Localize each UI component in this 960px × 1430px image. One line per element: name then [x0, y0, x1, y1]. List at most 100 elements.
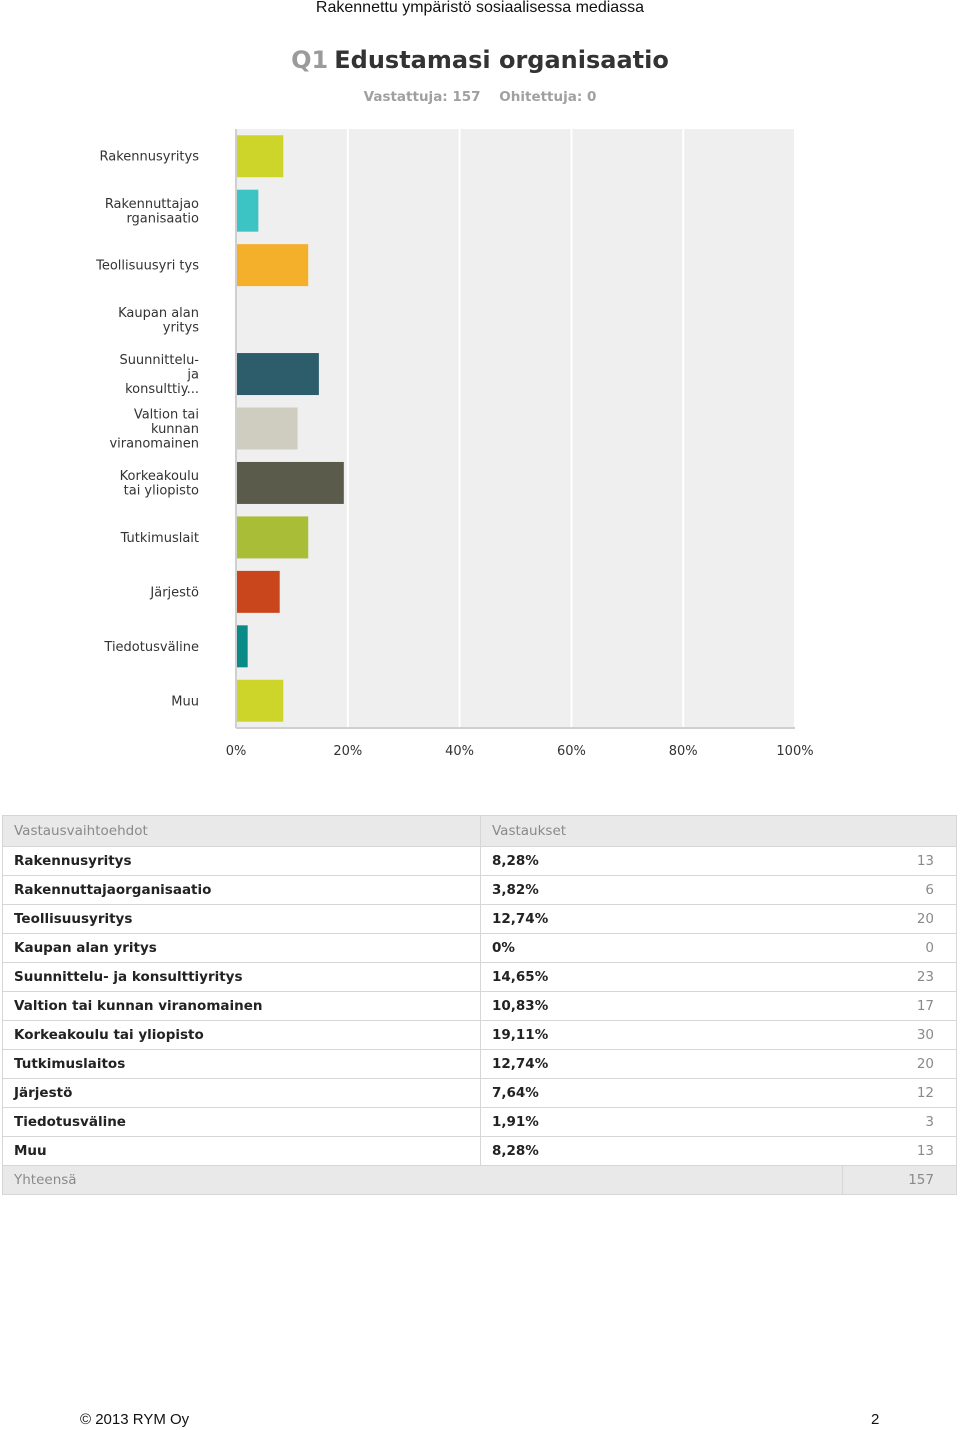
category-label-line: Suunnittelu- [119, 353, 199, 368]
bar [237, 679, 284, 722]
table-row: Tutkimuslaitos 12,74% 20 [2, 1049, 957, 1079]
category-label: Teollisuusyri tys [95, 259, 199, 274]
bar [237, 135, 284, 178]
question-stats: Vastattuja: 157 Ohitettuja: 0 [0, 89, 960, 105]
x-tick-label: 40% [445, 744, 474, 759]
category-label-line: tai yliopisto [124, 484, 199, 499]
table-cell-percent: 14,65% [480, 962, 843, 992]
category-label-line: Kaupan alan [118, 306, 199, 321]
bar [237, 407, 298, 450]
table-row: Rakennuttajaorganisaatio 3,82% 6 [2, 875, 957, 905]
question-title: Q1 Edustamasi organisaatio [0, 46, 960, 74]
table-cell-count: 3 [842, 1107, 957, 1137]
category-label: Rakennusyritys [100, 150, 200, 165]
header-responses: Vastaukset [480, 815, 957, 847]
category-label-line: kunnan [151, 422, 199, 437]
x-tick-label: 0% [226, 744, 247, 759]
table-cell-count: 20 [842, 904, 957, 934]
total-label: Yhteensä [2, 1165, 843, 1195]
x-tick-label: 20% [333, 744, 362, 759]
table-row: Järjestö 7,64% 12 [2, 1078, 957, 1108]
bar [237, 244, 309, 287]
category-label: Tiedotusväline [103, 640, 199, 655]
category-label: Korkeakoulu tai yliopisto [120, 469, 199, 499]
table-cell-option: Rakennusyritys [2, 846, 481, 876]
table-cell-percent: 3,82% [480, 875, 843, 905]
category-label: Tutkimuslait [120, 531, 199, 546]
question-number: Q1 [291, 46, 329, 74]
header-options: Vastausvaihtoehdot [2, 815, 481, 847]
category-label-line: Valtion tai [134, 408, 199, 423]
table-cell-count: 12 [842, 1078, 957, 1108]
category-label-line: Teollisuusyri tys [95, 259, 199, 274]
bar [237, 461, 344, 504]
table-cell-count: 20 [842, 1049, 957, 1079]
table-cell-count: 13 [842, 846, 957, 876]
table-cell-percent: 12,74% [480, 904, 843, 934]
table-cell-count: 6 [842, 875, 957, 905]
table-cell-percent: 8,28% [480, 846, 843, 876]
table-cell-percent: 19,11% [480, 1020, 843, 1050]
category-label: Rakennuttajao rganisaatio [105, 197, 199, 227]
table-header-row: Vastausvaihtoehdot Vastaukset [2, 815, 957, 847]
category-label: Suunnittelu-ja konsulttiy... [119, 353, 199, 397]
category-label: Kaupan alan yritys [118, 306, 199, 336]
category-label-line: ja [186, 368, 199, 383]
category-label-line: Tutkimuslait [120, 531, 199, 546]
category-label: Valtion tai kunnan viranomainen [109, 408, 199, 452]
table-cell-count: 17 [842, 991, 957, 1021]
category-label-line: Muu [171, 694, 199, 709]
table-cell-option: Rakennuttajaorganisaatio [2, 875, 481, 905]
table-cell-option: Suunnittelu- ja konsulttiyritys [2, 962, 481, 992]
table-cell-option: Muu [2, 1136, 481, 1166]
footer-page-number: 2 [871, 1411, 880, 1428]
footer-copyright: © 2013 RYM Oy [80, 1411, 190, 1428]
bar [237, 353, 319, 396]
category-label-line: rganisaatio [126, 211, 199, 226]
table-cell-option: Järjestö [2, 1078, 481, 1108]
table-cell-option: Korkeakoulu tai yliopisto [2, 1020, 481, 1050]
table-row: Rakennusyritys 8,28% 13 [2, 846, 957, 876]
x-tick-label: 100% [776, 744, 813, 759]
table-cell-percent: 1,91% [480, 1107, 843, 1137]
table-total-row: Yhteensä 157 [2, 1165, 957, 1195]
category-label-line: Järjestö [149, 585, 199, 600]
table-row: Korkeakoulu tai yliopisto 19,11% 30 [2, 1020, 957, 1050]
document-header: Rakennettu ympäristö sosiaalisessa media… [315, 0, 645, 16]
category-label-line: Rakennuttajao [105, 197, 199, 212]
table-cell-option: Tiedotusväline [2, 1107, 481, 1137]
plot-background [236, 129, 795, 728]
category-label-line: konsulttiy... [125, 382, 199, 397]
table-cell-option: Kaupan alan yritys [2, 933, 481, 963]
skipped-count: Ohitettuja: 0 [499, 89, 597, 105]
question-text: Edustamasi organisaatio [334, 46, 669, 74]
x-tick-label: 80% [669, 744, 698, 759]
table-row: Suunnittelu- ja konsulttiyritys 14,65% 23 [2, 962, 957, 992]
table-cell-percent: 8,28% [480, 1136, 843, 1166]
table-cell-option: Teollisuusyritys [2, 904, 481, 934]
bar [237, 570, 280, 613]
x-tick-label: 60% [557, 744, 586, 759]
results-table: Vastausvaihtoehdot Vastaukset Rakennusyr… [2, 815, 957, 1195]
category-label-line: Rakennusyritys [100, 150, 200, 165]
category-label-line: viranomainen [109, 437, 199, 452]
table-cell-option: Tutkimuslaitos [2, 1049, 481, 1079]
bar [237, 516, 309, 559]
table-row: Tiedotusväline 1,91% 3 [2, 1107, 957, 1137]
bar-chart: 0% 20% 40% 60% 80% 100% Rakennusyritys Rakennut… [95, 129, 814, 759]
category-label-line: Tiedotusväline [103, 640, 199, 655]
table-row: Valtion tai kunnan viranomainen 10,83% 17 [2, 991, 957, 1021]
total-count: 157 [842, 1165, 957, 1195]
category-label-line: Korkeakoulu [120, 469, 199, 484]
table-row: Kaupan alan yritys 0% 0 [2, 933, 957, 963]
bar [237, 189, 259, 232]
table-cell-percent: 0% [480, 933, 843, 963]
table-cell-count: 13 [842, 1136, 957, 1166]
answered-count: Vastattuja: 157 [363, 89, 481, 105]
table-cell-percent: 7,64% [480, 1078, 843, 1108]
bar [237, 625, 248, 668]
table-cell-count: 0 [842, 933, 957, 963]
table-cell-count: 23 [842, 962, 957, 992]
category-label: Muu [171, 694, 199, 709]
table-row: Teollisuusyritys 12,74% 20 [2, 904, 957, 934]
